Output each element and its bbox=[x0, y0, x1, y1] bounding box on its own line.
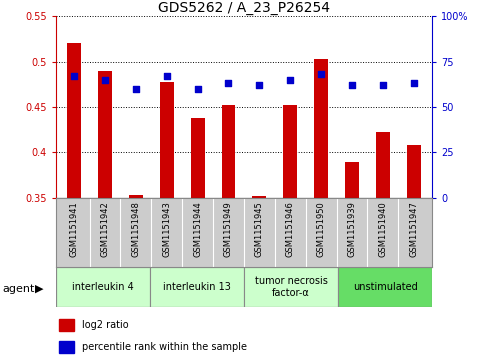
Text: percentile rank within the sample: percentile rank within the sample bbox=[82, 342, 247, 352]
Point bbox=[410, 81, 418, 86]
Point bbox=[348, 82, 356, 88]
Text: log2 ratio: log2 ratio bbox=[82, 321, 128, 330]
Bar bbox=[150, 267, 244, 307]
Bar bbox=[59, 319, 74, 331]
Bar bbox=[284, 105, 297, 198]
Text: unstimulated: unstimulated bbox=[353, 282, 418, 292]
Text: GSM1151942: GSM1151942 bbox=[100, 201, 110, 257]
Text: agent: agent bbox=[2, 284, 35, 294]
Text: GSM1151943: GSM1151943 bbox=[162, 201, 171, 257]
Text: GSM1151946: GSM1151946 bbox=[286, 201, 295, 257]
Text: interleukin 13: interleukin 13 bbox=[163, 282, 231, 292]
Text: GSM1151949: GSM1151949 bbox=[224, 201, 233, 257]
Text: ▶: ▶ bbox=[35, 284, 43, 294]
Bar bbox=[160, 82, 174, 198]
Bar bbox=[56, 267, 150, 307]
Bar bbox=[191, 118, 204, 198]
Bar bbox=[244, 267, 338, 307]
Bar bbox=[98, 71, 112, 198]
Point bbox=[70, 73, 78, 79]
Point bbox=[379, 82, 387, 88]
Text: GSM1151939: GSM1151939 bbox=[347, 201, 356, 257]
Point bbox=[317, 72, 325, 77]
Bar bbox=[376, 132, 390, 198]
Point bbox=[256, 82, 263, 88]
Bar bbox=[314, 59, 328, 198]
Bar bbox=[338, 267, 432, 307]
Point bbox=[194, 86, 201, 92]
Text: GSM1151947: GSM1151947 bbox=[409, 201, 418, 257]
Point bbox=[163, 73, 170, 79]
Text: GSM1151948: GSM1151948 bbox=[131, 201, 141, 257]
Text: GSM1151950: GSM1151950 bbox=[317, 201, 326, 257]
Bar bbox=[67, 43, 81, 198]
Text: interleukin 4: interleukin 4 bbox=[72, 282, 133, 292]
Bar bbox=[407, 145, 421, 198]
Text: tumor necrosis
factor-α: tumor necrosis factor-α bbox=[255, 276, 327, 298]
Bar bbox=[345, 162, 359, 198]
Text: GSM1151941: GSM1151941 bbox=[70, 201, 79, 257]
Title: GDS5262 / A_23_P26254: GDS5262 / A_23_P26254 bbox=[158, 1, 330, 15]
Bar bbox=[59, 341, 74, 353]
Bar bbox=[222, 105, 235, 198]
Point bbox=[286, 77, 294, 83]
Text: GSM1151945: GSM1151945 bbox=[255, 201, 264, 257]
Bar bbox=[129, 195, 143, 198]
Bar bbox=[253, 196, 266, 198]
Point bbox=[101, 77, 109, 83]
Text: GSM1151944: GSM1151944 bbox=[193, 201, 202, 257]
Point bbox=[132, 86, 140, 92]
Point bbox=[225, 81, 232, 86]
Text: GSM1151940: GSM1151940 bbox=[378, 201, 387, 257]
